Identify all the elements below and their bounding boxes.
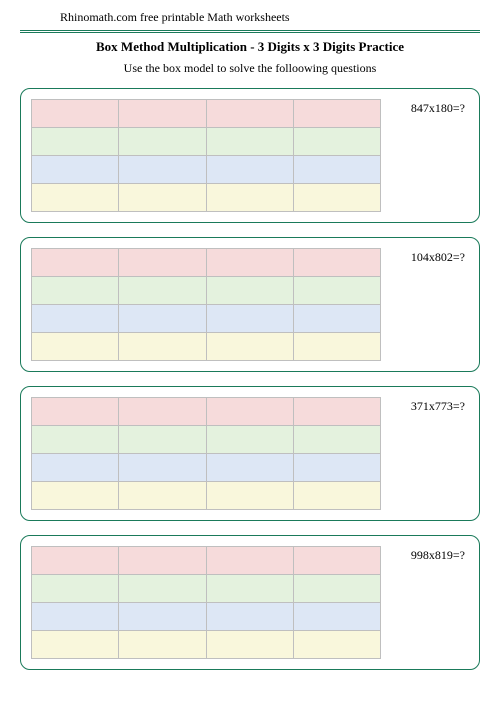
grid-cell [293,482,380,510]
page-subtitle: Use the box model to solve the folloowin… [20,61,480,76]
grid-cell [206,482,293,510]
grid-cell [206,156,293,184]
grid-cell [32,277,119,305]
box-grid [31,546,381,659]
grid-row [32,277,381,305]
problem-box: 847x180=? [20,88,480,223]
grid-row [32,575,381,603]
grid-cell [293,426,380,454]
grid-cell [206,277,293,305]
grid-cell [32,100,119,128]
grid-cell [32,547,119,575]
grid-cell [32,631,119,659]
grid-cell [206,333,293,361]
grid-cell [293,398,380,426]
problem-box: 371x773=? [20,386,480,521]
grid-cell [206,305,293,333]
grid-row [32,305,381,333]
grid-cell [293,575,380,603]
grid-cell [206,575,293,603]
grid-cell [293,305,380,333]
grid-cell [293,100,380,128]
grid-cell [119,128,206,156]
question-text: 371x773=? [393,397,469,414]
grid-cell [119,100,206,128]
grid-cell [32,184,119,212]
grid-cell [293,547,380,575]
site-header: Rhinomath.com free printable Math worksh… [20,10,480,29]
problem-box: 104x802=? [20,237,480,372]
grid-cell [32,333,119,361]
grid-cell [119,333,206,361]
box-grid [31,248,381,361]
grid-row [32,128,381,156]
grid-cell [32,249,119,277]
grid-cell [293,454,380,482]
grid-cell [32,128,119,156]
grid-row [32,100,381,128]
grid-cell [119,547,206,575]
grid-cell [119,398,206,426]
grid-row [32,184,381,212]
grid-cell [119,305,206,333]
box-grid [31,397,381,510]
grid-row [32,333,381,361]
grid-cell [32,156,119,184]
grid-cell [293,631,380,659]
divider-top [20,30,480,33]
grid-cell [119,249,206,277]
grid-cell [206,631,293,659]
problems-container: 847x180=? 104x802=? 371x773=? 998x819=? [20,88,480,670]
grid-row [32,156,381,184]
grid-cell [206,184,293,212]
grid-cell [119,631,206,659]
grid-cell [293,603,380,631]
box-grid [31,99,381,212]
grid-cell [293,249,380,277]
grid-cell [206,454,293,482]
grid-cell [119,156,206,184]
question-text: 847x180=? [393,99,469,116]
grid-cell [32,426,119,454]
grid-cell [206,398,293,426]
grid-cell [293,277,380,305]
grid-cell [119,426,206,454]
grid-row [32,482,381,510]
grid-cell [206,603,293,631]
grid-cell [206,128,293,156]
grid-cell [206,547,293,575]
grid-row [32,603,381,631]
grid-cell [293,128,380,156]
grid-cell [119,454,206,482]
grid-row [32,398,381,426]
grid-cell [32,398,119,426]
grid-cell [206,100,293,128]
grid-row [32,249,381,277]
grid-cell [119,184,206,212]
grid-cell [32,305,119,333]
page-title: Box Method Multiplication - 3 Digits x 3… [20,39,480,55]
grid-cell [119,603,206,631]
grid-cell [32,482,119,510]
grid-cell [119,575,206,603]
question-text: 998x819=? [393,546,469,563]
grid-row [32,547,381,575]
grid-row [32,631,381,659]
question-text: 104x802=? [393,248,469,265]
grid-cell [206,249,293,277]
grid-cell [32,575,119,603]
grid-cell [119,482,206,510]
grid-cell [119,277,206,305]
grid-row [32,426,381,454]
grid-cell [32,603,119,631]
grid-cell [293,156,380,184]
grid-cell [293,333,380,361]
grid-cell [32,454,119,482]
problem-box: 998x819=? [20,535,480,670]
grid-cell [206,426,293,454]
grid-row [32,454,381,482]
grid-cell [293,184,380,212]
